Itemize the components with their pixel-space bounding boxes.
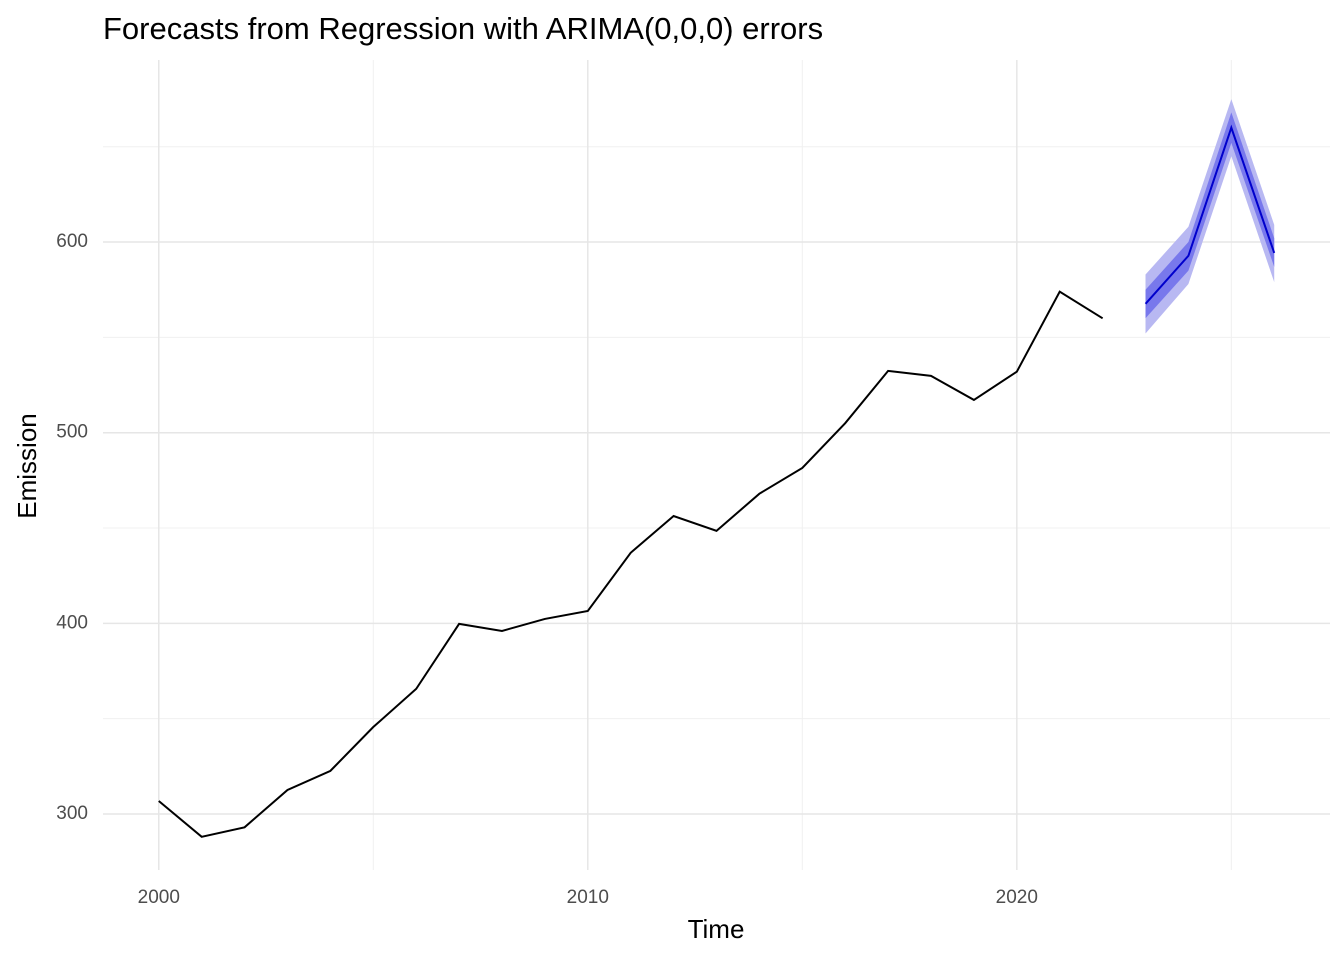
series-line xyxy=(158,290,1104,838)
y-tick-label: 500 xyxy=(56,422,88,443)
y-tick-label: 400 xyxy=(56,612,88,633)
y-tick-label: 300 xyxy=(56,803,88,824)
x-tick-label: 2020 xyxy=(996,887,1038,908)
y-tick-label: 600 xyxy=(56,231,88,252)
x-tick-label: 2000 xyxy=(138,887,180,908)
prediction-interval xyxy=(1145,99,1275,334)
x-axis-title: Time xyxy=(688,914,745,944)
x-tick-label: 2010 xyxy=(567,887,609,908)
y-axis-title: Emission xyxy=(12,413,42,518)
chart-title: Forecasts from Regression with ARIMA(0,0… xyxy=(103,11,823,46)
series-line xyxy=(1144,124,1276,305)
